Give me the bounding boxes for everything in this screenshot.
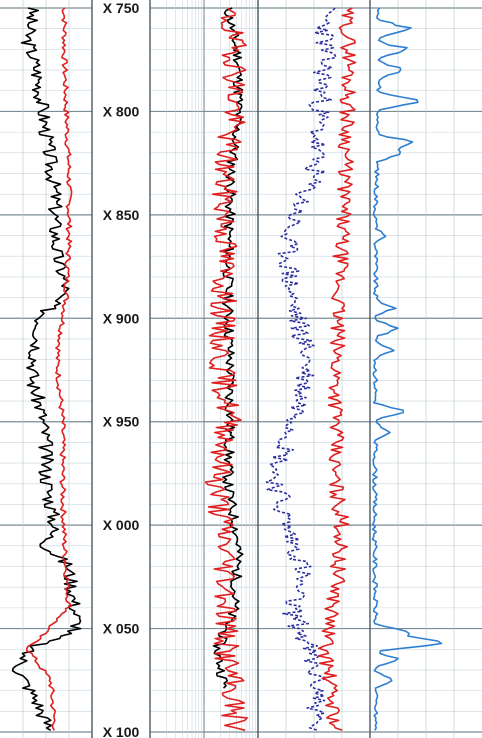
depth-label-bg [94,205,148,223]
track-separators [91,0,371,738]
depth-label-bg [94,619,148,637]
depth-tick-label: X 750 [103,0,140,16]
depth-label-bg [94,723,148,738]
depth-tick-label: X 900 [103,310,140,326]
depth-tick-label: X 850 [103,207,140,223]
depth-labels: X 750 X 800 X 850 X 900 X 950 X 000 X 050 X 100 [94,0,148,738]
depth-label-bg [94,0,148,16]
curves [11,7,443,732]
depth-label-bg [94,309,148,327]
log-curve-track3-series1 [265,7,337,732]
depth-tick-label: X 950 [103,414,140,430]
depth-tick-label: X 100 [103,724,140,738]
depth-label-bg [94,516,148,534]
depth-label-bg [94,102,148,120]
depth-label-bg [94,412,148,430]
log-curve-track2-series2 [204,7,248,732]
log-curve-track3-series2 [317,7,357,732]
depth-tick-label: X 050 [103,621,140,637]
depth-tick-label: X 800 [103,103,140,119]
log-curve-track1-series1 [11,7,82,731]
depth-tick-label: X 000 [103,517,140,533]
log-curve-track4-series1 [371,7,443,731]
log-curve-track1-series2 [25,7,73,731]
